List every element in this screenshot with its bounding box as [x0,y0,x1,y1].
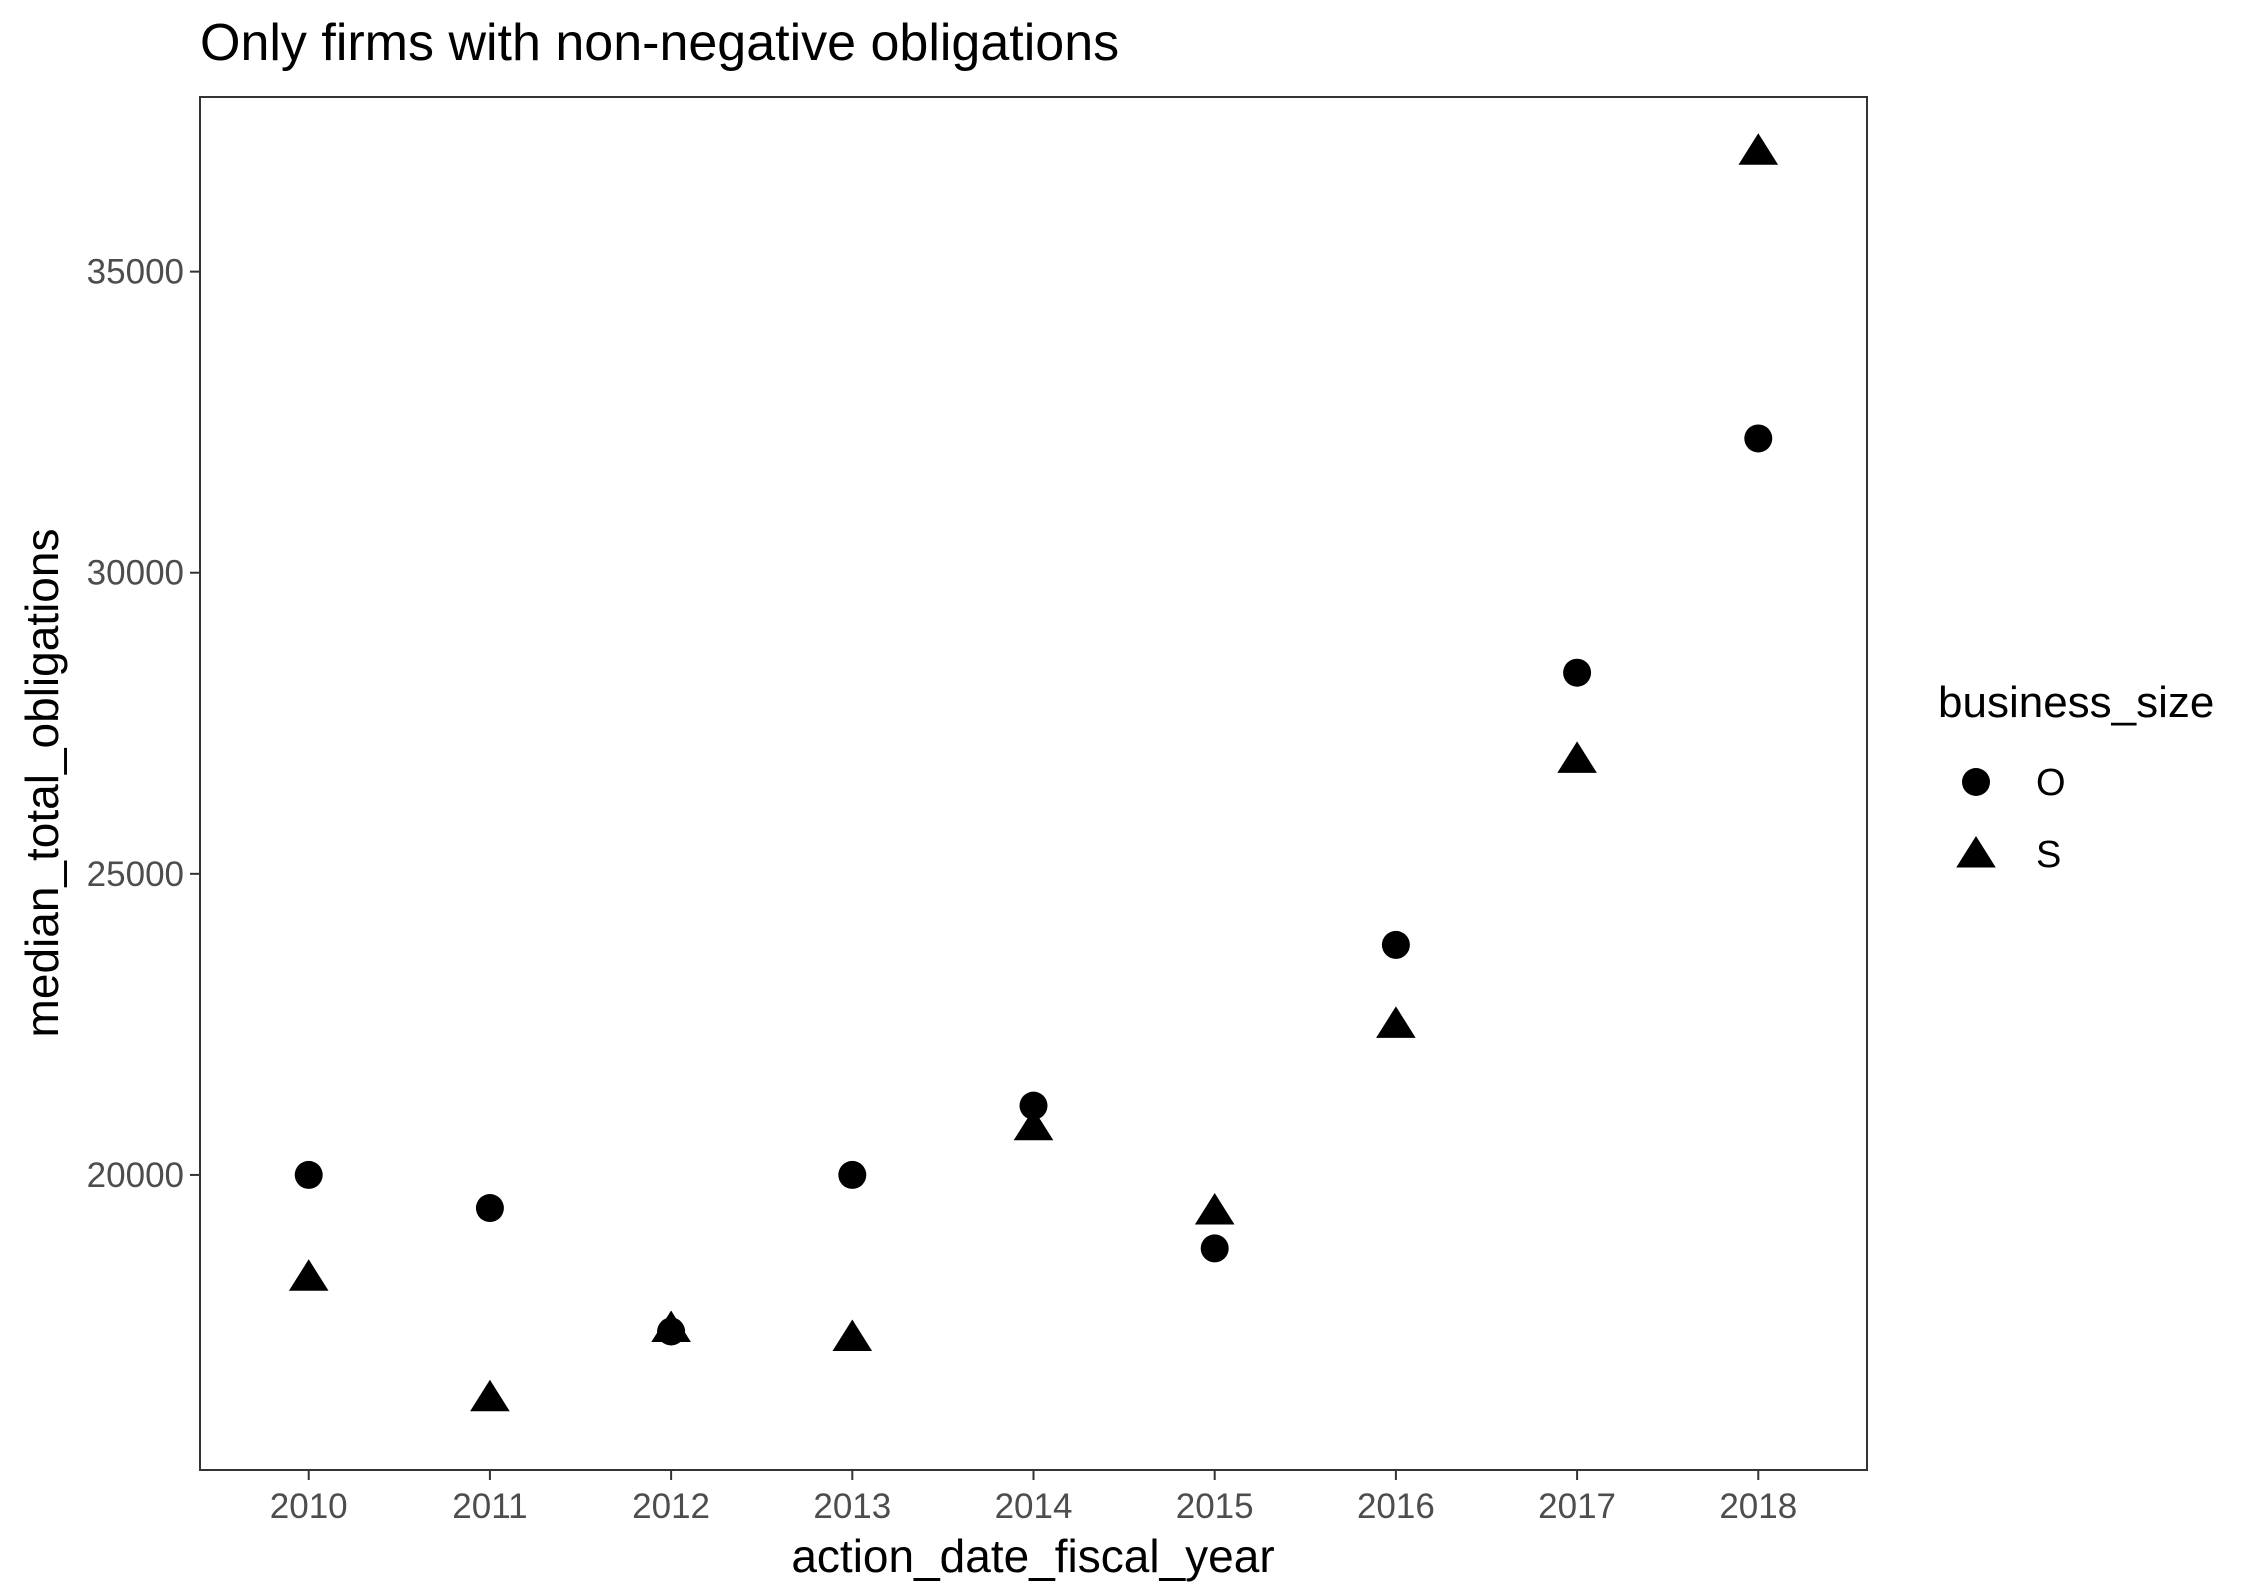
point-s [1013,1108,1054,1141]
point-o [294,1160,323,1189]
x-tick-label: 2011 [452,1487,527,1526]
x-axis-title: action_date_fiscal_year [791,1530,1274,1582]
point-s [470,1379,510,1412]
x-tick-label: 2018 [1719,1487,1797,1526]
point-o [1200,1234,1229,1263]
point-o [1563,658,1592,687]
y-tick-label: 25000 [87,855,184,894]
point-s [832,1319,873,1352]
y-tick-label: 30000 [87,554,184,593]
chart-title: Only firms with non-negative obligations [200,14,1119,72]
point-o [1019,1091,1048,1120]
point-s [1194,1193,1235,1225]
plot-panel [199,96,1868,1471]
x-axis: 2010 2011 2012 2013 2014 2015 2016 2017 2018 [270,1470,1797,1526]
data-points [288,133,1779,1412]
point-s [651,1310,691,1342]
point-s [288,1259,329,1291]
point-o [475,1194,504,1223]
legend-title: business_size [1938,678,2214,727]
point-s [1738,133,1779,165]
x-tick-label: 2015 [1176,1487,1254,1526]
y-tick-label: 20000 [87,1156,184,1195]
y-axis: 20000 25000 30000 35000 [87,253,200,1195]
x-tick-label: 2010 [270,1487,348,1526]
x-tick-label: 2014 [995,1487,1073,1526]
point-o [1744,424,1773,453]
legend-key-o [1962,768,1990,796]
legend: business_size OS [1938,678,2214,876]
x-tick-label: 2017 [1538,1487,1616,1526]
point-s [1376,1006,1416,1038]
point-o [838,1160,867,1189]
point-o [1381,930,1410,959]
y-tick-label: 35000 [87,253,184,292]
x-tick-label: 2013 [813,1487,891,1526]
y-axis-title: median_total_obligations [16,529,68,1038]
legend-label: S [2036,834,2061,876]
legend-label: O [2036,762,2066,804]
point-s [1557,741,1597,773]
x-tick-label: 2012 [632,1487,710,1526]
x-tick-label: 2016 [1357,1487,1435,1526]
legend-key-s [1956,836,1996,868]
